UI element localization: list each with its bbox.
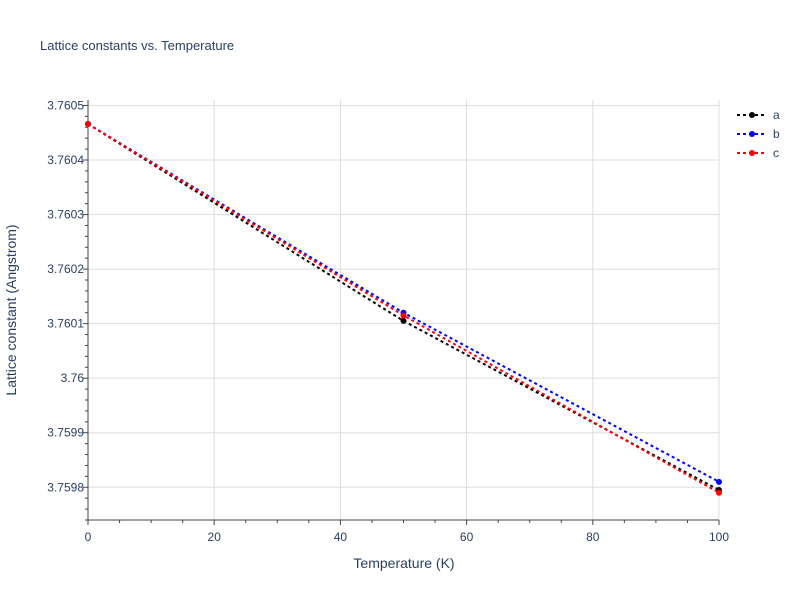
x-tick-label: 60 bbox=[460, 530, 474, 544]
x-axis-title: Temperature (K) bbox=[353, 555, 454, 571]
legend-item-a[interactable]: a bbox=[737, 108, 780, 122]
x-tick-label: 20 bbox=[208, 530, 222, 544]
y-tick-label: 3.7605 bbox=[47, 98, 84, 112]
tick-labels: 0 20 40 60 80 100 3.7598 3.7599 3.76 3.7601 3.7602… bbox=[47, 98, 729, 544]
y-tick-label: 3.76 bbox=[61, 371, 85, 385]
legend-item-c[interactable]: c bbox=[737, 146, 779, 160]
series-layer bbox=[85, 121, 722, 496]
x-tick-label: 0 bbox=[85, 530, 92, 544]
data-point-c[interactable] bbox=[716, 489, 722, 496]
legend-swatch-marker bbox=[749, 131, 755, 137]
x-tick-label: 100 bbox=[709, 530, 729, 544]
y-tick-label: 3.7599 bbox=[47, 426, 84, 440]
legend-swatch-marker bbox=[749, 150, 755, 156]
y-tick-label: 3.7602 bbox=[47, 262, 84, 276]
y-tick-label: 3.7601 bbox=[47, 317, 84, 331]
data-point-c[interactable] bbox=[400, 312, 407, 319]
legend-label: a bbox=[773, 108, 780, 122]
legend-item-b[interactable]: b bbox=[737, 127, 780, 141]
data-point-b[interactable] bbox=[716, 478, 722, 485]
y-tick-label: 3.7603 bbox=[47, 208, 84, 222]
legend-label: c bbox=[773, 146, 779, 160]
data-point-c[interactable] bbox=[85, 121, 91, 127]
series-line-c bbox=[87, 123, 720, 494]
series-line-a bbox=[87, 123, 720, 491]
y-tick-label: 3.7598 bbox=[47, 480, 84, 494]
legend-swatch-marker bbox=[749, 112, 755, 118]
axes bbox=[83, 100, 720, 525]
data-point-a[interactable] bbox=[400, 317, 407, 324]
series-line-b bbox=[87, 123, 720, 483]
legend[interactable]: abc bbox=[737, 108, 780, 160]
y-axis-title: Lattice constant (Angstrom) bbox=[3, 224, 19, 395]
y-tick-label: 3.7604 bbox=[47, 153, 84, 167]
legend-label: b bbox=[773, 127, 780, 141]
chart-title: Lattice constants vs. Temperature bbox=[40, 38, 234, 53]
x-tick-label: 80 bbox=[586, 530, 600, 544]
x-tick-label: 40 bbox=[334, 530, 348, 544]
